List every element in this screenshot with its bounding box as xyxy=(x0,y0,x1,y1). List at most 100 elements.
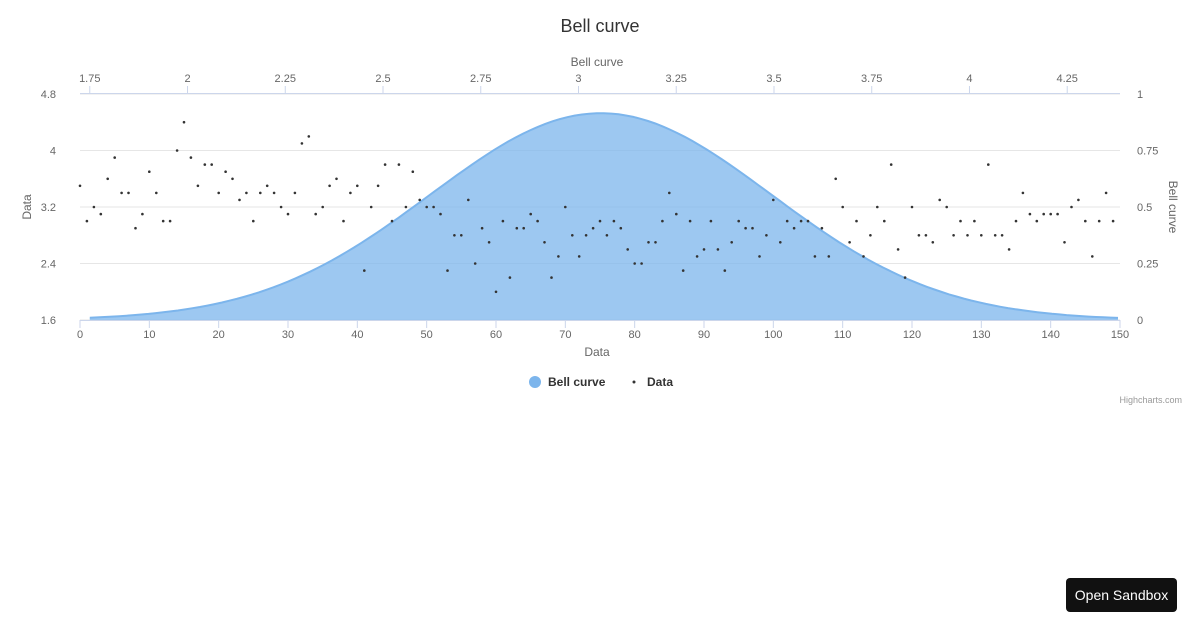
data-point[interactable] xyxy=(806,219,810,223)
data-point[interactable] xyxy=(113,156,116,159)
data-point[interactable] xyxy=(245,191,248,195)
data-point[interactable] xyxy=(231,177,234,181)
data-point[interactable] xyxy=(1000,234,1004,237)
data-point[interactable] xyxy=(99,212,103,216)
data-point[interactable] xyxy=(432,205,435,209)
data-point[interactable] xyxy=(647,241,650,244)
data-point[interactable] xyxy=(799,219,803,223)
data-point[interactable] xyxy=(1035,219,1039,223)
data-point[interactable] xyxy=(328,184,331,188)
data-point[interactable] xyxy=(106,177,109,181)
data-point[interactable] xyxy=(175,149,179,152)
data-point[interactable] xyxy=(418,198,422,202)
data-point[interactable] xyxy=(141,212,144,216)
data-point[interactable] xyxy=(1070,205,1073,209)
data-point[interactable] xyxy=(404,205,408,209)
data-point[interactable] xyxy=(383,163,387,166)
data-point[interactable] xyxy=(1063,241,1066,244)
data-point[interactable] xyxy=(467,198,470,202)
data-point[interactable] xyxy=(1091,255,1094,258)
data-point[interactable] xyxy=(376,184,380,188)
data-point[interactable] xyxy=(1111,219,1115,223)
data-point[interactable] xyxy=(695,255,699,258)
data-point[interactable] xyxy=(751,226,754,230)
data-point[interactable] xyxy=(993,234,997,237)
data-point[interactable] xyxy=(487,241,491,244)
data-point[interactable] xyxy=(335,177,338,181)
data-point[interactable] xyxy=(182,120,186,124)
legend-item-data[interactable]: Data xyxy=(632,375,674,389)
data-point[interactable] xyxy=(1097,219,1101,223)
data-point[interactable] xyxy=(134,226,137,230)
data-point[interactable] xyxy=(307,135,311,138)
data-point[interactable] xyxy=(342,219,345,223)
data-point[interactable] xyxy=(508,276,512,279)
data-point[interactable] xyxy=(848,241,851,244)
data-point[interactable] xyxy=(238,198,241,202)
data-point[interactable] xyxy=(1014,219,1018,223)
data-point[interactable] xyxy=(903,276,907,279)
data-point[interactable] xyxy=(723,269,727,272)
data-point[interactable] xyxy=(931,241,935,244)
data-point[interactable] xyxy=(584,234,588,237)
data-point[interactable] xyxy=(827,255,831,258)
data-point[interactable] xyxy=(980,234,983,237)
data-point[interactable] xyxy=(397,163,401,166)
data-point[interactable] xyxy=(127,191,130,195)
data-point[interactable] xyxy=(564,205,567,209)
data-point[interactable] xyxy=(1084,219,1087,223)
data-point[interactable] xyxy=(494,290,498,294)
data-point[interactable] xyxy=(681,269,685,272)
data-point[interactable] xyxy=(446,269,449,272)
data-point[interactable] xyxy=(196,184,200,188)
data-point[interactable] xyxy=(792,226,796,230)
data-point[interactable] xyxy=(709,219,713,223)
data-point[interactable] xyxy=(640,262,643,265)
data-point[interactable] xyxy=(730,241,733,244)
data-point[interactable] xyxy=(217,191,220,195)
data-point[interactable] xyxy=(1056,212,1059,216)
data-point[interactable] xyxy=(973,219,976,223)
data-point[interactable] xyxy=(910,205,914,209)
data-point[interactable] xyxy=(1049,212,1052,216)
data-point[interactable] xyxy=(1042,212,1045,216)
data-point[interactable] xyxy=(876,205,879,209)
data-point[interactable] xyxy=(168,219,172,223)
data-point[interactable] xyxy=(896,248,900,251)
data-point[interactable] xyxy=(959,219,962,223)
data-point[interactable] xyxy=(862,255,865,258)
data-point[interactable] xyxy=(321,205,325,209)
data-point[interactable] xyxy=(300,142,304,145)
data-point[interactable] xyxy=(453,234,456,237)
data-point[interactable] xyxy=(363,269,366,272)
data-point[interactable] xyxy=(577,255,581,258)
bell-curve-area[interactable] xyxy=(89,113,1118,320)
data-point[interactable] xyxy=(501,219,505,223)
data-point[interactable] xyxy=(189,156,193,159)
data-point[interactable] xyxy=(78,184,82,188)
data-point[interactable] xyxy=(883,219,886,223)
data-point[interactable] xyxy=(286,212,290,216)
data-point[interactable] xyxy=(661,219,664,223)
data-point[interactable] xyxy=(522,226,525,230)
data-point[interactable] xyxy=(945,205,948,209)
data-point[interactable] xyxy=(439,212,442,216)
data-point[interactable] xyxy=(668,191,671,195)
data-point[interactable] xyxy=(1104,191,1108,195)
data-point[interactable] xyxy=(605,234,609,237)
data-point[interactable] xyxy=(924,234,928,237)
data-point[interactable] xyxy=(529,212,532,216)
data-point[interactable] xyxy=(633,262,636,265)
data-point[interactable] xyxy=(92,205,96,209)
data-point[interactable] xyxy=(155,191,158,195)
data-point[interactable] xyxy=(411,170,415,173)
data-point[interactable] xyxy=(203,163,207,166)
data-point[interactable] xyxy=(785,219,789,223)
data-point[interactable] xyxy=(765,234,768,237)
data-point[interactable] xyxy=(779,241,782,244)
data-point[interactable] xyxy=(120,191,123,195)
data-point[interactable] xyxy=(224,170,227,173)
data-point[interactable] xyxy=(473,262,477,265)
bell-curve-series[interactable] xyxy=(89,112,1119,320)
data-point[interactable] xyxy=(536,219,539,223)
